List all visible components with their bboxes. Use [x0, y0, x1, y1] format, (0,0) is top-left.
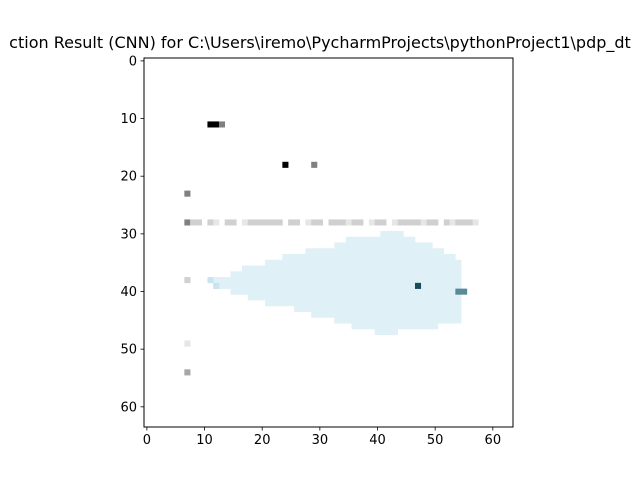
heatmap-cell	[351, 219, 358, 226]
heatmap-cell	[213, 121, 220, 128]
plot-area-background	[144, 58, 513, 427]
heatmap-cell	[466, 219, 473, 226]
y-tick-label: 50	[120, 343, 137, 358]
chart-title: ction Result (CNN) for C:\Users\iremo\Py…	[9, 33, 631, 53]
x-tick-label: 50	[427, 433, 444, 448]
x-axis: 0 10 20 30 40 50 60	[143, 427, 501, 448]
region-run-row-47	[374, 328, 398, 336]
region-run-row-45	[334, 317, 462, 324]
x-tick-label: 40	[369, 433, 386, 448]
heatmap-cell	[195, 219, 202, 226]
heatmap-cell	[218, 121, 226, 128]
heatmap-cell	[207, 219, 214, 226]
region-run-row-42	[265, 300, 462, 307]
heatmap-cell	[288, 219, 295, 226]
heatmap-cell	[472, 219, 479, 226]
heatmap-cell	[414, 219, 422, 226]
heatmap-cell	[311, 161, 318, 168]
heatmap-cell	[357, 219, 364, 226]
heatmap-cell	[190, 219, 197, 226]
y-tick-label: 0	[129, 54, 137, 69]
x-tick-label: 60	[485, 433, 502, 448]
heatmap-cell	[420, 219, 427, 226]
heatmap-cell	[316, 219, 324, 226]
plot-frame	[143, 57, 514, 428]
region-run-row-38	[213, 277, 462, 284]
heatmap-cell	[270, 219, 277, 226]
heatmap-cell	[311, 219, 318, 226]
region-run-row-35	[265, 259, 462, 266]
heatmap-cell	[340, 219, 347, 226]
heatmap-cell	[455, 219, 462, 226]
x-tick-label: 0	[143, 433, 151, 448]
heatmap-cell	[461, 288, 468, 295]
heatmap-cell	[334, 219, 341, 226]
region-run-row-43	[293, 305, 462, 312]
heatmap-cell	[426, 219, 433, 226]
y-tick-label: 60	[120, 400, 137, 415]
heatmap-cell	[265, 219, 272, 226]
heatmap-cell	[409, 219, 416, 226]
x-tick-label: 30	[312, 433, 329, 448]
heatmap-cell	[391, 219, 398, 226]
heatmap-cell	[449, 219, 456, 226]
region-run-row-39	[213, 282, 462, 289]
heatmap-cell	[293, 219, 300, 226]
heatmap-cell	[213, 282, 220, 289]
heatmap-cells	[184, 121, 479, 376]
heatmap-cell	[461, 219, 468, 226]
heatmap-cell	[282, 161, 289, 168]
y-tick-label: 20	[120, 170, 137, 185]
heatmap-cell	[455, 288, 462, 295]
region-run-row-33	[305, 248, 445, 255]
region-run-row-44	[311, 311, 462, 318]
heatmap-cell	[230, 219, 237, 226]
y-tick-label: 40	[120, 285, 137, 300]
x-tick-label: 10	[196, 433, 213, 448]
heatmap-cell	[213, 219, 220, 226]
heatmap-cell	[242, 219, 249, 226]
y-tick-label: 30	[120, 227, 137, 242]
region-run-row-32	[334, 242, 433, 249]
heatmap-cell	[184, 369, 191, 376]
region-run-row-37	[230, 271, 462, 278]
heatmap-cell	[224, 219, 231, 226]
region-run-row-36	[242, 265, 462, 272]
heatmap-cell	[184, 190, 191, 197]
heatmap-cell	[380, 219, 387, 226]
y-axis: 0 10 20 30 40 50 60	[120, 54, 144, 415]
region-run-row-30	[380, 230, 404, 238]
region-run-row-31	[345, 236, 416, 243]
heatmap-cell	[259, 219, 266, 226]
region-run-row-34	[282, 254, 456, 261]
heatmap-cell	[305, 219, 312, 226]
heatmap-cell	[207, 121, 214, 128]
heatmap-cell	[328, 219, 335, 226]
heatmap-cell	[276, 219, 283, 226]
heatmap-cell	[184, 219, 191, 226]
x-tick-label: 20	[254, 433, 271, 448]
heatmap-cell	[374, 219, 381, 226]
heatmap-cell	[247, 219, 254, 226]
heatmap-cell	[403, 219, 410, 226]
heatmap-cell	[207, 277, 214, 284]
heatmap-cell	[368, 219, 375, 226]
region-run-row-40	[230, 288, 462, 295]
y-tick-label: 10	[120, 112, 137, 127]
heatmap-cell	[432, 219, 439, 226]
heatmap-cell	[184, 277, 191, 284]
region-run-row-46	[351, 323, 439, 330]
heatmap-cell	[345, 219, 352, 226]
heatmap-cell	[253, 219, 260, 226]
heatmap-cell	[414, 282, 422, 289]
heatmap-cell	[443, 219, 450, 226]
heatmap-cell	[184, 340, 191, 347]
heatmap-cell	[397, 219, 404, 226]
region-run-row-41	[247, 294, 462, 301]
